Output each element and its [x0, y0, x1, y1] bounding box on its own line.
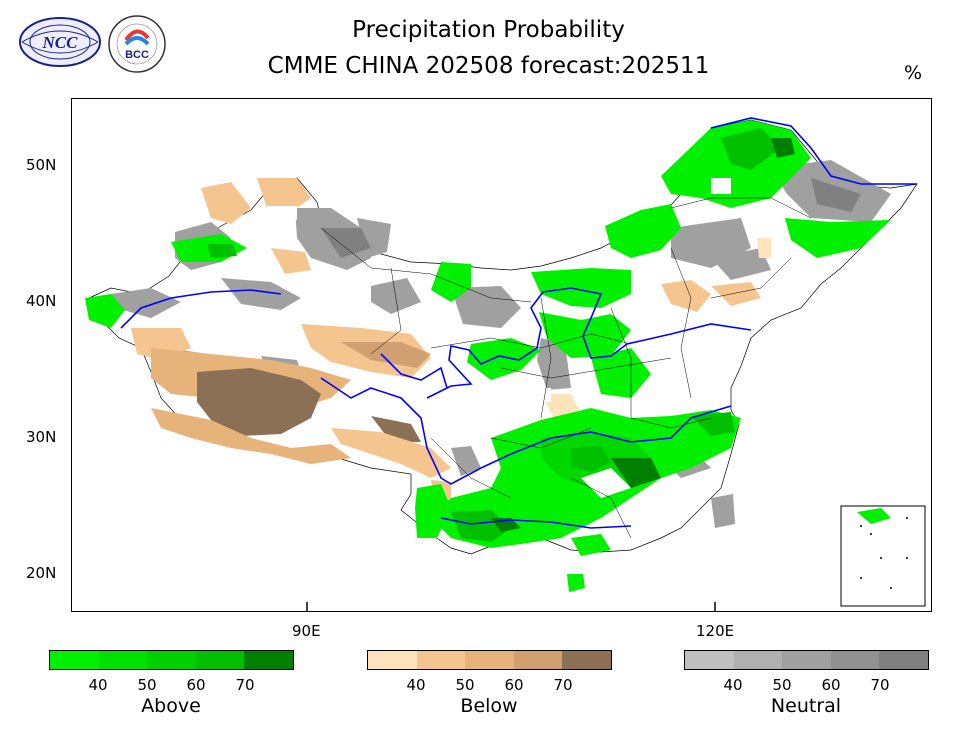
white-gaps: [267, 178, 731, 498]
legend-above-tick: 40: [88, 676, 108, 694]
rivers: [120, 117, 917, 529]
legend-neutral-tick: 50: [772, 676, 792, 694]
pearl-river: [440, 517, 632, 529]
legend-below-tick: 70: [553, 676, 573, 694]
below-regions: [131, 178, 771, 506]
legend-above-colorbar: [49, 650, 294, 670]
legend-neutral-tick: 60: [821, 676, 841, 694]
lat-label-20n: 20N: [26, 564, 57, 582]
legend-neutral-colorbar: [684, 650, 929, 670]
yangtze-river: [320, 377, 732, 485]
chart-title: Precipitation Probability: [352, 17, 625, 43]
heilongjiang-river: [710, 117, 917, 185]
legend-below-tick: 60: [504, 676, 524, 694]
ncc-logo: NCC: [19, 17, 101, 67]
lon-label-120e: 120E: [696, 622, 735, 640]
legend-below-colorbar: [367, 650, 612, 670]
legend-below-tick: 40: [406, 676, 426, 694]
map-frame: [71, 98, 932, 612]
map-canvas: [85, 117, 926, 612]
south-china-sea-inset: [840, 505, 926, 607]
province-borders: [320, 197, 812, 539]
yellow-river: [380, 287, 752, 399]
legend-neutral-tick: 40: [723, 676, 743, 694]
unit-label: %: [904, 62, 923, 84]
legend-below-tick: 50: [455, 676, 475, 694]
bcc-logo-text: BCC: [125, 49, 149, 61]
neutral-regions: [111, 160, 891, 528]
chart-subtitle: CMME CHINA 202508 forecast:202511: [267, 53, 710, 79]
lat-label-50n: 50N: [26, 156, 57, 174]
legend-above-tick: 60: [186, 676, 206, 694]
ncc-logo-text: NCC: [42, 33, 79, 52]
lat-label-40n: 40N: [26, 292, 57, 310]
tarim-river: [120, 289, 282, 329]
neutral-dark-regions: [321, 178, 861, 258]
legend-above-title: Above: [141, 695, 201, 717]
bcc-logo: BCC: [108, 15, 166, 73]
lon-label-90e: 90E: [292, 622, 321, 640]
legend-neutral-title: Neutral: [770, 695, 842, 717]
lat-label-30n: 30N: [26, 428, 57, 446]
legend-above-tick: 70: [235, 676, 255, 694]
legend-below-title: Below: [460, 695, 518, 717]
legend-above-tick: 50: [137, 676, 157, 694]
frame-ticks: [306, 602, 716, 612]
legend-neutral-tick: 70: [870, 676, 890, 694]
